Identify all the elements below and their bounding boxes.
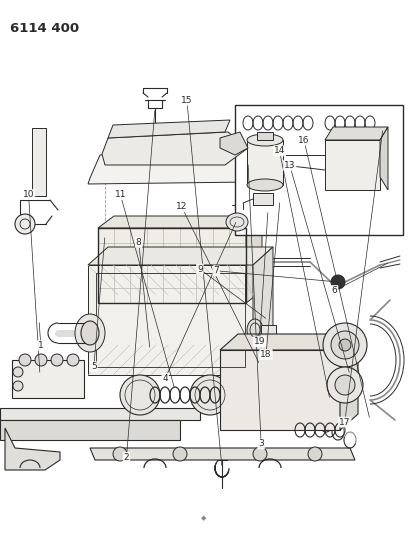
Circle shape xyxy=(67,354,79,366)
Circle shape xyxy=(331,331,359,359)
Text: 18: 18 xyxy=(260,350,272,359)
Polygon shape xyxy=(253,247,273,375)
Text: 4: 4 xyxy=(162,374,168,383)
Polygon shape xyxy=(98,228,246,303)
Ellipse shape xyxy=(247,179,283,191)
Text: 15: 15 xyxy=(181,96,193,104)
Text: 9: 9 xyxy=(197,265,203,273)
Text: 1: 1 xyxy=(38,341,44,350)
Polygon shape xyxy=(0,420,180,440)
Polygon shape xyxy=(220,334,358,350)
Circle shape xyxy=(13,381,23,391)
Circle shape xyxy=(51,354,63,366)
Polygon shape xyxy=(88,247,273,265)
Text: 10: 10 xyxy=(23,190,34,199)
Bar xyxy=(12,360,84,398)
Text: 6114 400: 6114 400 xyxy=(10,22,79,35)
Text: 6: 6 xyxy=(332,286,337,295)
Polygon shape xyxy=(0,408,200,420)
Circle shape xyxy=(15,214,35,234)
Circle shape xyxy=(335,375,355,395)
Ellipse shape xyxy=(247,134,283,146)
Circle shape xyxy=(331,275,345,289)
Text: 12: 12 xyxy=(176,203,187,211)
Circle shape xyxy=(339,339,351,351)
Bar xyxy=(32,128,46,196)
Text: 11: 11 xyxy=(115,190,126,199)
Text: 5: 5 xyxy=(91,362,97,371)
Ellipse shape xyxy=(226,213,248,231)
Ellipse shape xyxy=(247,319,263,341)
Circle shape xyxy=(253,447,267,461)
Polygon shape xyxy=(90,448,355,460)
Text: 16: 16 xyxy=(298,136,310,144)
Circle shape xyxy=(308,447,322,461)
Circle shape xyxy=(190,375,230,415)
Polygon shape xyxy=(220,132,248,155)
Text: ◆: ◆ xyxy=(201,515,207,521)
Ellipse shape xyxy=(75,314,105,352)
Polygon shape xyxy=(5,428,60,470)
Text: 13: 13 xyxy=(284,161,295,169)
Text: 3: 3 xyxy=(258,440,264,448)
Text: 7: 7 xyxy=(213,266,219,275)
Bar xyxy=(247,140,283,185)
Polygon shape xyxy=(325,127,388,140)
Ellipse shape xyxy=(81,321,99,345)
Circle shape xyxy=(120,375,160,415)
Bar xyxy=(253,193,273,205)
Bar xyxy=(96,273,245,367)
Bar xyxy=(261,325,276,340)
Polygon shape xyxy=(220,350,340,430)
Polygon shape xyxy=(98,216,262,228)
Circle shape xyxy=(19,354,31,366)
Text: 14: 14 xyxy=(274,147,285,155)
Bar xyxy=(98,228,246,303)
Polygon shape xyxy=(88,265,253,375)
Polygon shape xyxy=(246,216,262,303)
Text: 2: 2 xyxy=(124,453,129,462)
Polygon shape xyxy=(88,148,255,184)
Bar xyxy=(325,140,380,190)
Circle shape xyxy=(13,367,23,377)
Circle shape xyxy=(35,354,47,366)
Bar xyxy=(257,132,273,140)
Circle shape xyxy=(173,447,187,461)
Text: 19: 19 xyxy=(254,337,265,346)
Polygon shape xyxy=(380,127,388,190)
Text: 17: 17 xyxy=(339,418,350,426)
Polygon shape xyxy=(340,334,358,430)
Bar xyxy=(235,105,403,235)
Circle shape xyxy=(327,367,363,403)
Text: 8: 8 xyxy=(136,238,142,247)
Polygon shape xyxy=(108,120,230,138)
Circle shape xyxy=(323,323,367,367)
Polygon shape xyxy=(102,132,248,165)
Circle shape xyxy=(113,447,127,461)
